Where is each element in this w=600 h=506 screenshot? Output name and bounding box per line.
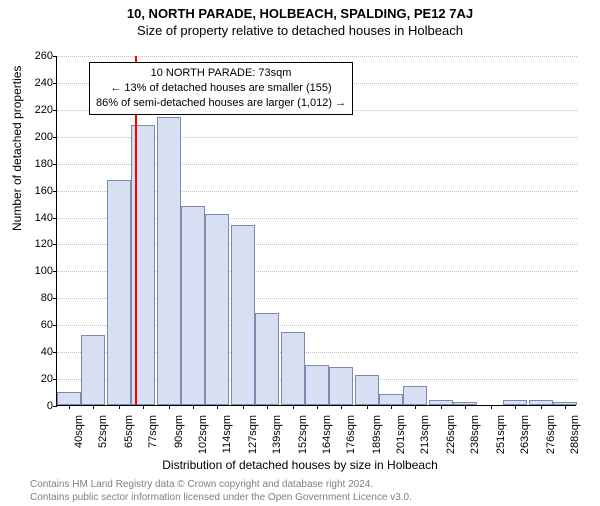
x-tick-mark (217, 405, 218, 409)
x-tick-mark (541, 405, 542, 409)
x-tick-mark (515, 405, 516, 409)
y-tick-mark (53, 110, 57, 111)
x-tick-mark (367, 405, 368, 409)
y-tick-label: 260 (27, 50, 53, 62)
footer-line1: Contains HM Land Registry data © Crown c… (30, 478, 600, 491)
x-tick-label: 139sqm (271, 415, 283, 454)
x-tick-mark (143, 405, 144, 409)
histogram-bar (181, 206, 205, 405)
annotation-line2: ← 13% of detached houses are smaller (15… (96, 81, 346, 96)
histogram-bar (157, 117, 181, 405)
x-tick-mark (415, 405, 416, 409)
histogram-bar (403, 386, 427, 405)
y-tick-mark (53, 298, 57, 299)
x-tick-mark (193, 405, 194, 409)
x-tick-label: 276sqm (545, 415, 557, 454)
histogram-bar (281, 332, 305, 405)
histogram-bar (379, 394, 403, 405)
x-tick-label: 226sqm (445, 415, 457, 454)
y-tick-mark (53, 379, 57, 380)
x-tick-mark (267, 405, 268, 409)
plot-area: 02040608010012014016018020022024026040sq… (56, 56, 576, 406)
histogram-bar (305, 365, 329, 405)
annotation-line3: 86% of semi-detached houses are larger (… (96, 96, 346, 111)
histogram-chart: 02040608010012014016018020022024026040sq… (56, 56, 576, 406)
x-tick-mark (465, 405, 466, 409)
x-tick-label: 213sqm (419, 415, 431, 454)
x-tick-label: 52sqm (97, 415, 109, 448)
x-tick-mark (565, 405, 566, 409)
x-tick-label: 90sqm (173, 415, 185, 448)
y-tick-label: 120 (27, 238, 53, 250)
x-tick-mark (441, 405, 442, 409)
y-tick-label: 220 (27, 104, 53, 116)
y-tick-label: 60 (27, 319, 53, 331)
x-tick-label: 114sqm (221, 415, 233, 453)
x-tick-label: 77sqm (147, 415, 159, 448)
x-tick-label: 152sqm (297, 415, 309, 454)
y-tick-mark (53, 83, 57, 84)
y-tick-label: 180 (27, 158, 53, 170)
x-tick-label: 65sqm (123, 415, 135, 448)
x-tick-label: 102sqm (197, 415, 209, 454)
histogram-bar (81, 335, 105, 405)
x-tick-mark (93, 405, 94, 409)
y-tick-mark (53, 271, 57, 272)
x-tick-label: 251sqm (495, 415, 507, 454)
y-tick-label: 200 (27, 131, 53, 143)
page-subtitle: Size of property relative to detached ho… (0, 23, 600, 38)
y-axis-label: Number of detached properties (10, 66, 24, 231)
x-tick-label: 201sqm (395, 415, 407, 454)
x-tick-mark (317, 405, 318, 409)
y-tick-mark (53, 137, 57, 138)
x-tick-mark (119, 405, 120, 409)
x-axis-label: Distribution of detached houses by size … (0, 458, 600, 472)
page-title: 10, NORTH PARADE, HOLBEACH, SPALDING, PE… (0, 6, 600, 21)
y-tick-label: 240 (27, 77, 53, 89)
histogram-bar (255, 313, 279, 405)
y-tick-label: 0 (27, 400, 53, 412)
annotation-line1: 10 NORTH PARADE: 73sqm (96, 66, 346, 81)
x-tick-label: 189sqm (371, 415, 383, 454)
y-tick-label: 140 (27, 212, 53, 224)
y-tick-mark (53, 164, 57, 165)
x-tick-mark (341, 405, 342, 409)
y-tick-mark (53, 325, 57, 326)
histogram-bar (329, 367, 353, 405)
histogram-bar (355, 375, 379, 405)
y-tick-mark (53, 406, 57, 407)
x-tick-mark (69, 405, 70, 409)
x-tick-mark (243, 405, 244, 409)
y-tick-mark (53, 218, 57, 219)
histogram-bar (205, 214, 229, 405)
histogram-bar (107, 180, 131, 405)
y-tick-label: 160 (27, 185, 53, 197)
x-tick-label: 176sqm (345, 415, 357, 454)
y-tick-label: 40 (27, 346, 53, 358)
histogram-bar (57, 392, 81, 405)
footer-attribution: Contains HM Land Registry data © Crown c… (0, 478, 600, 504)
x-tick-label: 40sqm (73, 415, 85, 448)
annotation-box: 10 NORTH PARADE: 73sqm← 13% of detached … (89, 62, 353, 115)
x-tick-label: 263sqm (519, 415, 531, 454)
x-tick-label: 238sqm (469, 415, 481, 454)
y-tick-mark (53, 244, 57, 245)
y-tick-mark (53, 56, 57, 57)
y-tick-label: 100 (27, 265, 53, 277)
x-tick-mark (169, 405, 170, 409)
x-tick-mark (491, 405, 492, 409)
y-tick-mark (53, 191, 57, 192)
footer-line2: Contains public sector information licen… (30, 491, 600, 504)
x-tick-label: 288sqm (569, 415, 581, 454)
x-tick-label: 127sqm (247, 415, 259, 454)
x-tick-mark (391, 405, 392, 409)
x-tick-label: 164sqm (321, 415, 333, 454)
y-tick-mark (53, 352, 57, 353)
x-tick-mark (293, 405, 294, 409)
y-tick-label: 80 (27, 292, 53, 304)
histogram-bar (231, 225, 255, 405)
y-tick-label: 20 (27, 373, 53, 385)
